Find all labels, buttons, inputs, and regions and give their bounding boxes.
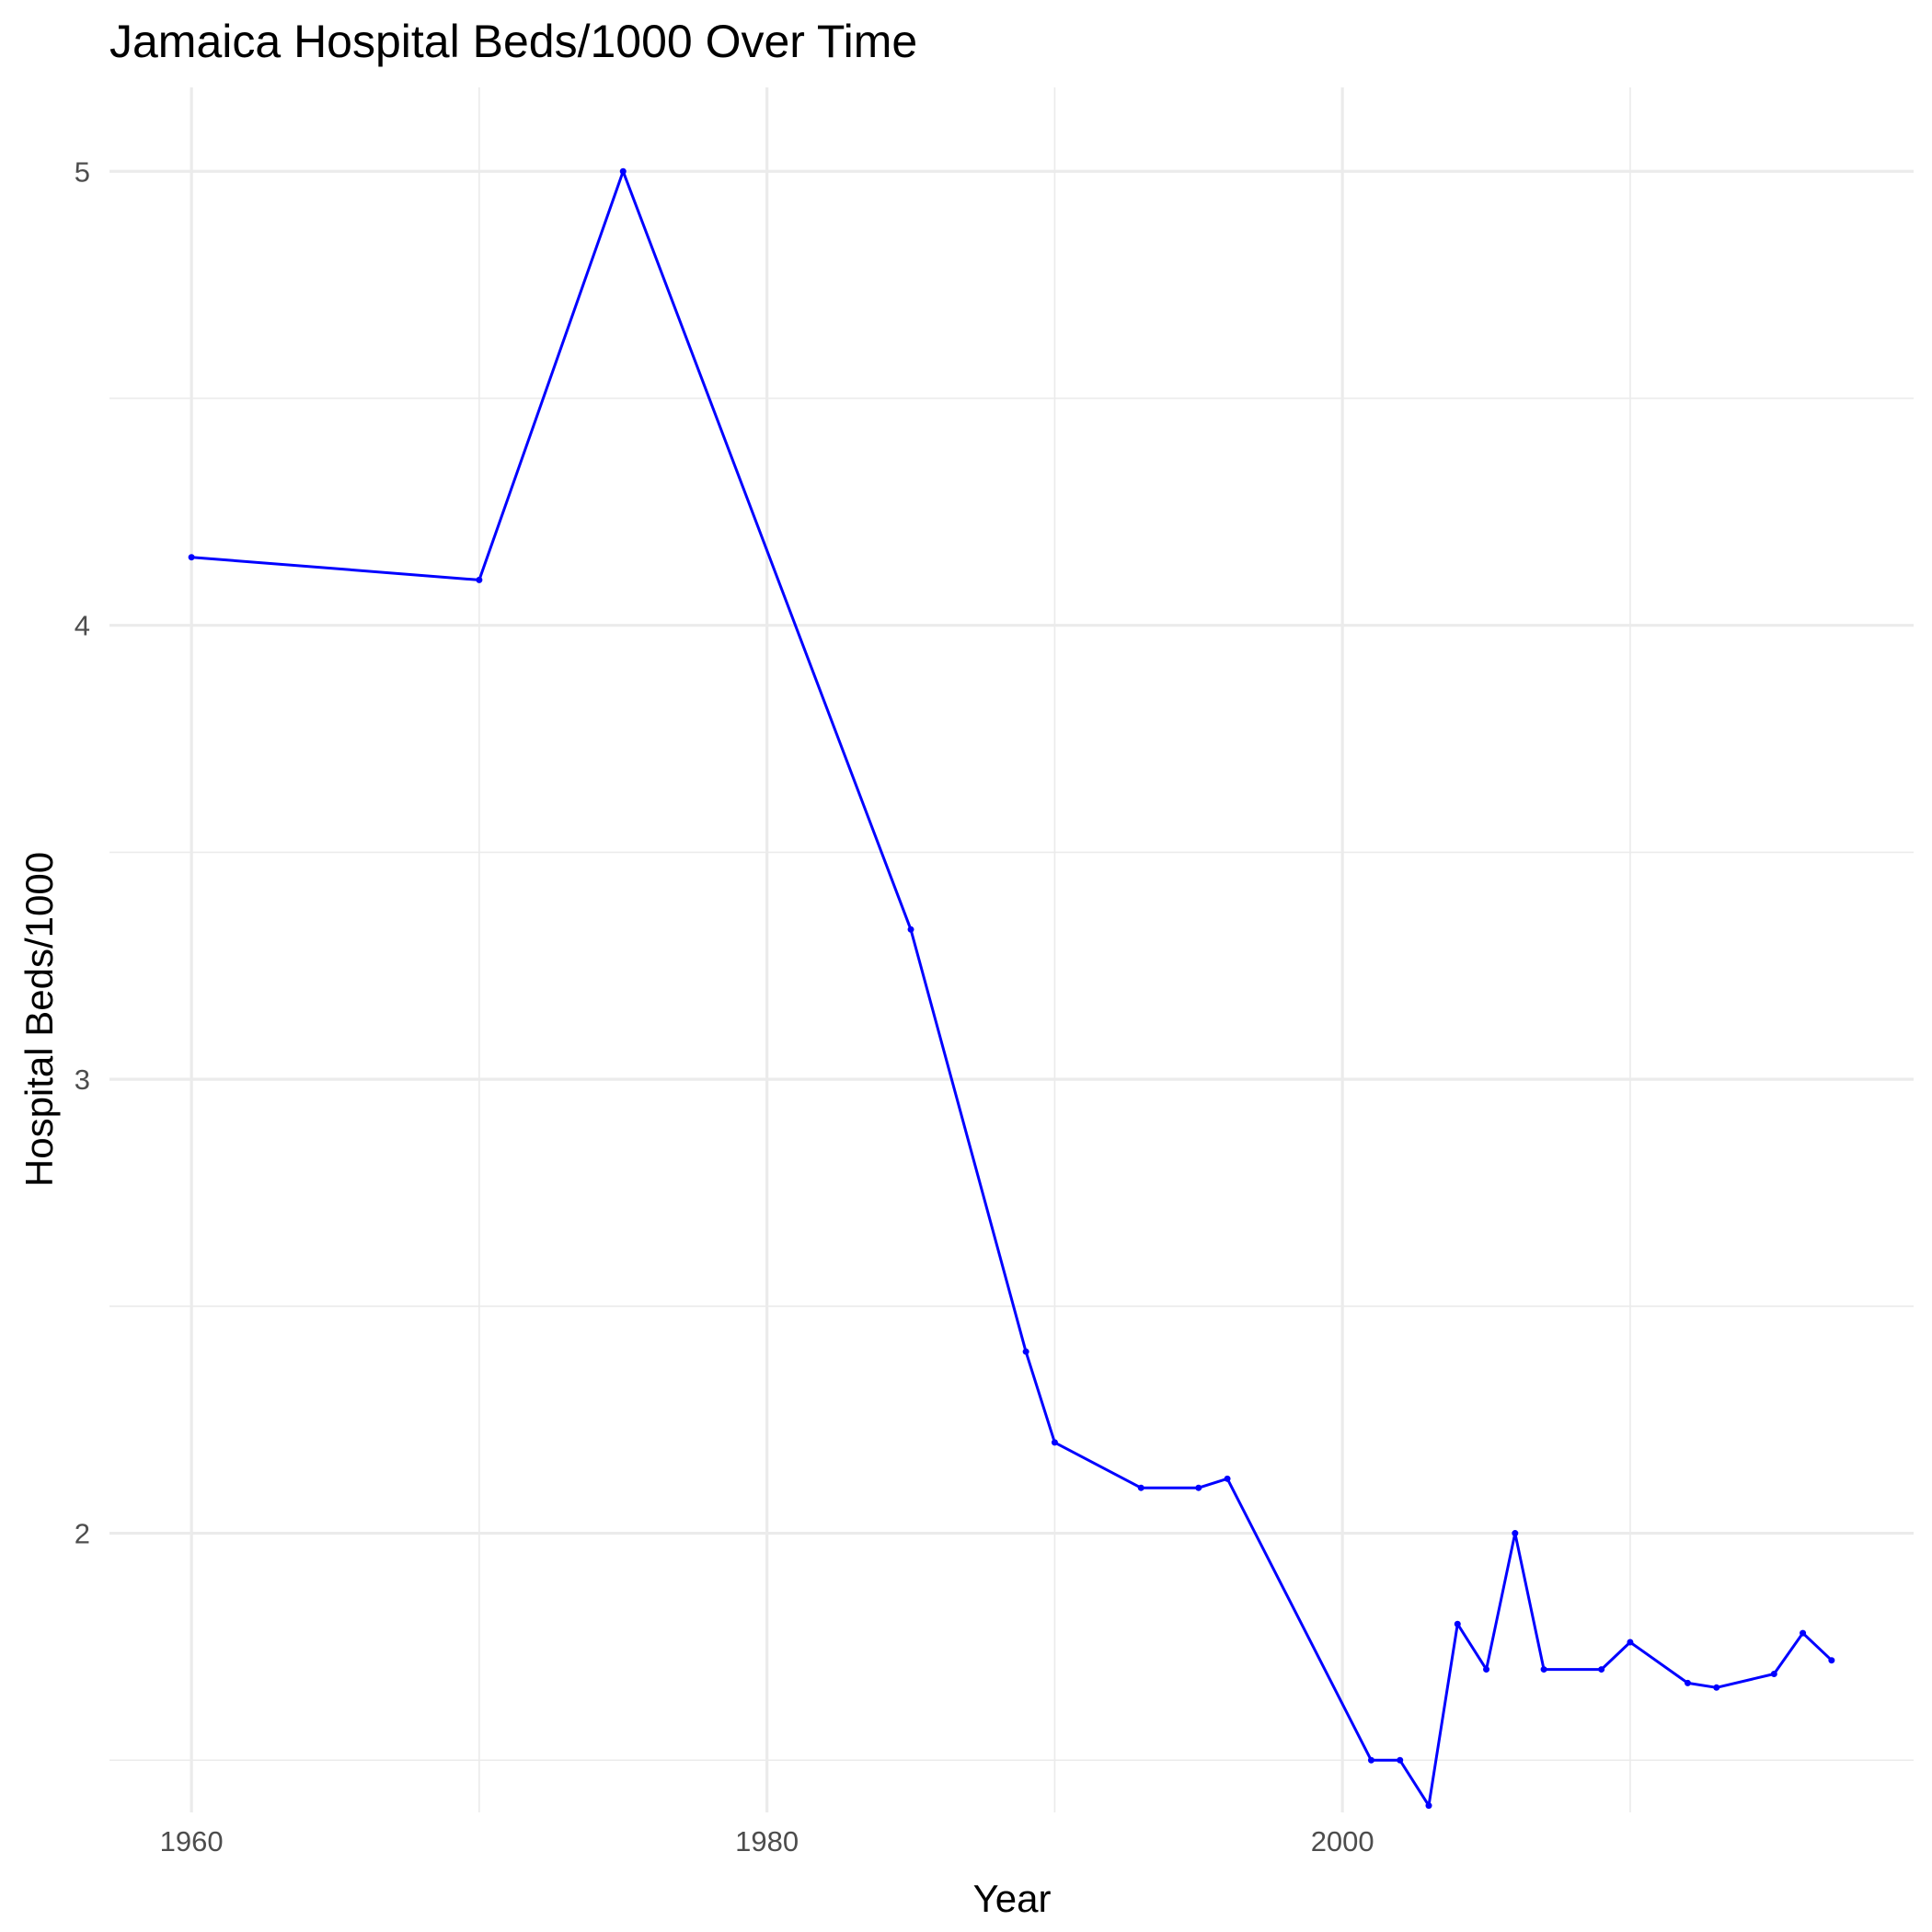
data-point-19 <box>1713 1684 1720 1691</box>
x-tick-label-1: 1980 <box>735 1825 799 1857</box>
data-point-14 <box>1512 1530 1519 1537</box>
data-point-11 <box>1425 1802 1432 1810</box>
x-axis-label: Year <box>973 1877 1052 1920</box>
data-point-12 <box>1454 1620 1461 1627</box>
data-point-21 <box>1800 1629 1807 1637</box>
data-point-4 <box>1022 1348 1029 1355</box>
grid <box>109 87 1914 1812</box>
x-tick-label-0: 1960 <box>160 1825 224 1857</box>
data-point-0 <box>188 554 195 561</box>
data-point-7 <box>1195 1484 1202 1491</box>
data-point-8 <box>1224 1475 1231 1482</box>
data-point-10 <box>1397 1756 1404 1764</box>
y-tick-label-0: 2 <box>75 1518 90 1550</box>
data-point-13 <box>1483 1666 1490 1673</box>
data-point-20 <box>1770 1671 1777 1678</box>
data-point-1 <box>476 576 483 583</box>
y-tick-label-3: 5 <box>75 155 90 188</box>
data-point-18 <box>1684 1679 1691 1686</box>
y-tick-label-1: 3 <box>75 1064 90 1096</box>
data-point-2 <box>619 167 627 175</box>
series-line-group <box>190 169 1833 1808</box>
data-point-5 <box>1051 1439 1058 1446</box>
x-tick-label-2: 2000 <box>1311 1825 1374 1857</box>
data-point-17 <box>1627 1639 1634 1646</box>
y-axis-label: Hospital Beds/1000 <box>17 852 61 1187</box>
series-points <box>188 167 1835 1810</box>
data-point-15 <box>1540 1666 1547 1673</box>
data-point-9 <box>1367 1756 1374 1764</box>
y-axis-ticks: 2 3 4 5 <box>75 155 90 1549</box>
chart-title: Jamaica Hospital Beds/1000 Over Time <box>109 16 917 67</box>
data-point-3 <box>907 926 914 933</box>
x-axis-ticks: 1960 1980 2000 <box>160 1825 1374 1857</box>
data-point-16 <box>1598 1666 1605 1673</box>
data-point-22 <box>1828 1657 1835 1664</box>
series-line-0 <box>190 169 1833 1808</box>
y-tick-label-2: 4 <box>75 610 90 642</box>
data-point-6 <box>1137 1484 1144 1491</box>
